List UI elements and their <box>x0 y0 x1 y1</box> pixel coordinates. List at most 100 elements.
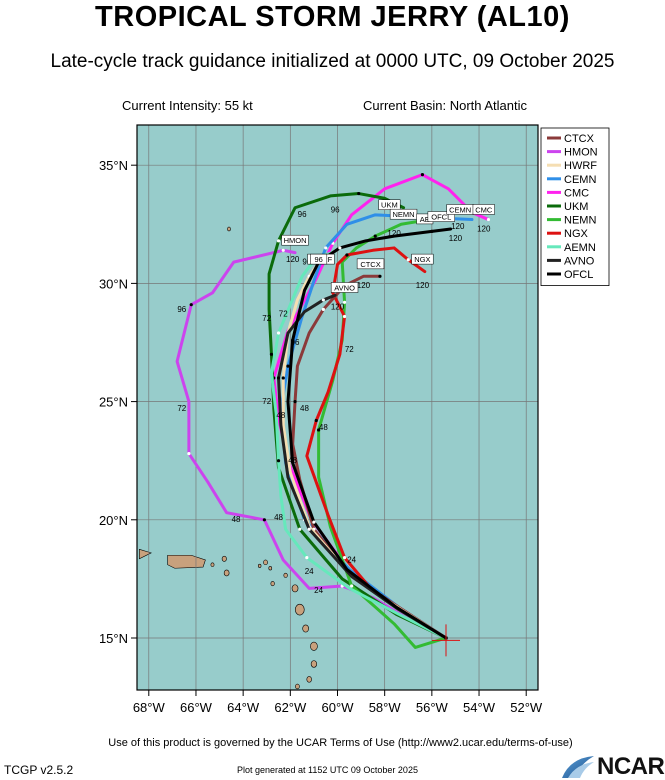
end-box-label-11: 96 <box>314 255 322 264</box>
track-point-ngx-6 <box>314 418 318 423</box>
island-8 <box>294 603 305 616</box>
track-point-ngx-15 <box>406 258 410 262</box>
tick-label-lon-5: 58°W <box>369 700 402 715</box>
generated-time: Plot generated at 1152 UTC 09 October 20… <box>237 765 418 775</box>
island-2 <box>210 562 215 567</box>
tick-label-lon-3: 62°W <box>274 700 307 715</box>
map-border <box>136 124 539 691</box>
hour-label-ukm-1: 96 <box>298 210 307 219</box>
track-layer <box>175 173 491 657</box>
tick-label-lon-8: 52°W <box>510 700 543 715</box>
track-ofcl <box>286 227 453 640</box>
track-point-cemn-6 <box>286 364 290 368</box>
end-box-1 <box>378 199 401 210</box>
tick-label-lat-0: 15°N <box>99 631 128 646</box>
hour-label-ofcl-1: 48 <box>288 456 297 465</box>
track-point-nemn-3 <box>350 584 354 588</box>
tick-label-lat-2: 25°N <box>99 395 128 410</box>
track-point-ofcl-12 <box>430 229 434 233</box>
track-ngx <box>305 246 448 640</box>
legend-label-cemn: CEMN <box>564 174 596 186</box>
track-point-hmon-12 <box>189 303 193 307</box>
hour-label-hmon-1: 48 <box>232 515 241 524</box>
end-box-label-7: NGX <box>414 255 430 264</box>
end-box-10 <box>330 282 359 293</box>
hour-label-cmc-0: 96 <box>331 205 340 214</box>
track-point-ngx-9 <box>342 314 347 319</box>
tick-label-lon-6: 56°W <box>416 700 449 715</box>
end-box-label-0: HMON <box>284 236 307 245</box>
end-box-label-4: OFCL <box>431 213 451 222</box>
end-box-0 <box>281 234 309 246</box>
hour-label-hmon-0: 24 <box>314 586 323 595</box>
track-point-avno-3 <box>307 527 311 531</box>
ncar-logo-icon <box>562 756 594 778</box>
hour-label-hwrf-0: 72 <box>279 309 288 318</box>
island-1 <box>223 569 230 577</box>
track-point-nemn-9 <box>342 300 347 304</box>
track-point-aemn-3 <box>305 556 309 560</box>
track-point-ngx-12 <box>345 253 349 257</box>
track-point-ukm-12 <box>357 191 361 196</box>
track-point-ukm-6 <box>269 352 274 356</box>
hour-label-aemn-2: 72 <box>262 397 271 406</box>
legend-label-hmon: HMON <box>564 147 598 159</box>
island-7 <box>291 584 299 593</box>
track-point-hmon-9 <box>187 451 191 456</box>
track-point-aemn-6 <box>276 459 281 463</box>
hour-label-aemn-0: 24 <box>305 567 314 576</box>
island-14 <box>227 226 231 232</box>
track-point-ofcl-6 <box>291 338 295 342</box>
track-point-avno-6 <box>276 376 281 380</box>
tick-label-lon-4: 60°W <box>322 700 355 715</box>
track-point-cmc-15 <box>486 217 491 222</box>
end-box-label-3: AE <box>420 215 430 224</box>
end-box-8 <box>356 258 385 270</box>
hour-label-cmc-1: 120 <box>477 224 491 233</box>
track-labels: 2448729612096120729612012072120481204812… <box>177 199 495 595</box>
legend-label-aemn: AEMN <box>564 242 596 254</box>
hour-label-hwrf-1: 96 <box>302 257 311 266</box>
island-9 <box>302 624 309 633</box>
track-point-ctcx-6 <box>293 399 297 404</box>
ncar-logo-text: NCAR <box>597 753 665 780</box>
hour-label-ukm-0: 72 <box>262 314 271 323</box>
island-12 <box>306 676 312 683</box>
hour-label-hmon-3: 96 <box>177 305 186 314</box>
legend-label-ukm: UKM <box>564 201 588 213</box>
hour-label-cemn-0: 120 <box>451 222 465 231</box>
page-subtitle: Late-cycle track guidance initialized at… <box>50 51 615 72</box>
hour-label-avno-1: 96 <box>291 338 300 347</box>
hour-label-hmon-4: 120 <box>286 255 300 264</box>
island-4 <box>268 566 273 571</box>
hour-label-ctcx-0: 48 <box>300 404 309 413</box>
hour-label-hmon-2: 72 <box>177 404 186 413</box>
tick-label-lon-7: 54°W <box>463 700 496 715</box>
legend-label-avno: AVNO <box>564 255 595 267</box>
tick-label-lon-1: 66°W <box>180 700 213 715</box>
track-aemn <box>269 251 448 640</box>
end-box-label-8: CTCX <box>360 260 380 269</box>
end-box-label-5: CEMN <box>449 205 471 214</box>
tick-label-lat-4: 35°N <box>99 158 128 173</box>
current-intensity: Current Intensity: 55 kt <box>122 98 253 113</box>
end-box-6 <box>472 204 495 215</box>
legend-label-hwrf: HWRF <box>564 160 597 172</box>
tick-label-lon-0: 68°W <box>133 700 166 715</box>
hour-label-ofcl-0: 24 <box>347 555 356 564</box>
grid-lines <box>137 125 538 690</box>
hour-label-avno-0: 48 <box>276 411 285 420</box>
island-3 <box>263 559 268 566</box>
legend-label-nemn: NEMN <box>564 215 596 227</box>
track-point-ctcx-9 <box>321 307 325 311</box>
track-point-hmon-6 <box>262 518 266 522</box>
end-box-11 <box>310 253 328 265</box>
island-11 <box>310 660 318 668</box>
tick-label-lat-1: 20°N <box>99 513 128 528</box>
hour-label-nemn-1: 120 <box>387 229 401 238</box>
track-point-aemn-9 <box>276 331 281 335</box>
end-box-label-2: NEMN <box>393 210 415 219</box>
island-10 <box>310 641 318 651</box>
track-point-cmc-12 <box>420 173 425 177</box>
